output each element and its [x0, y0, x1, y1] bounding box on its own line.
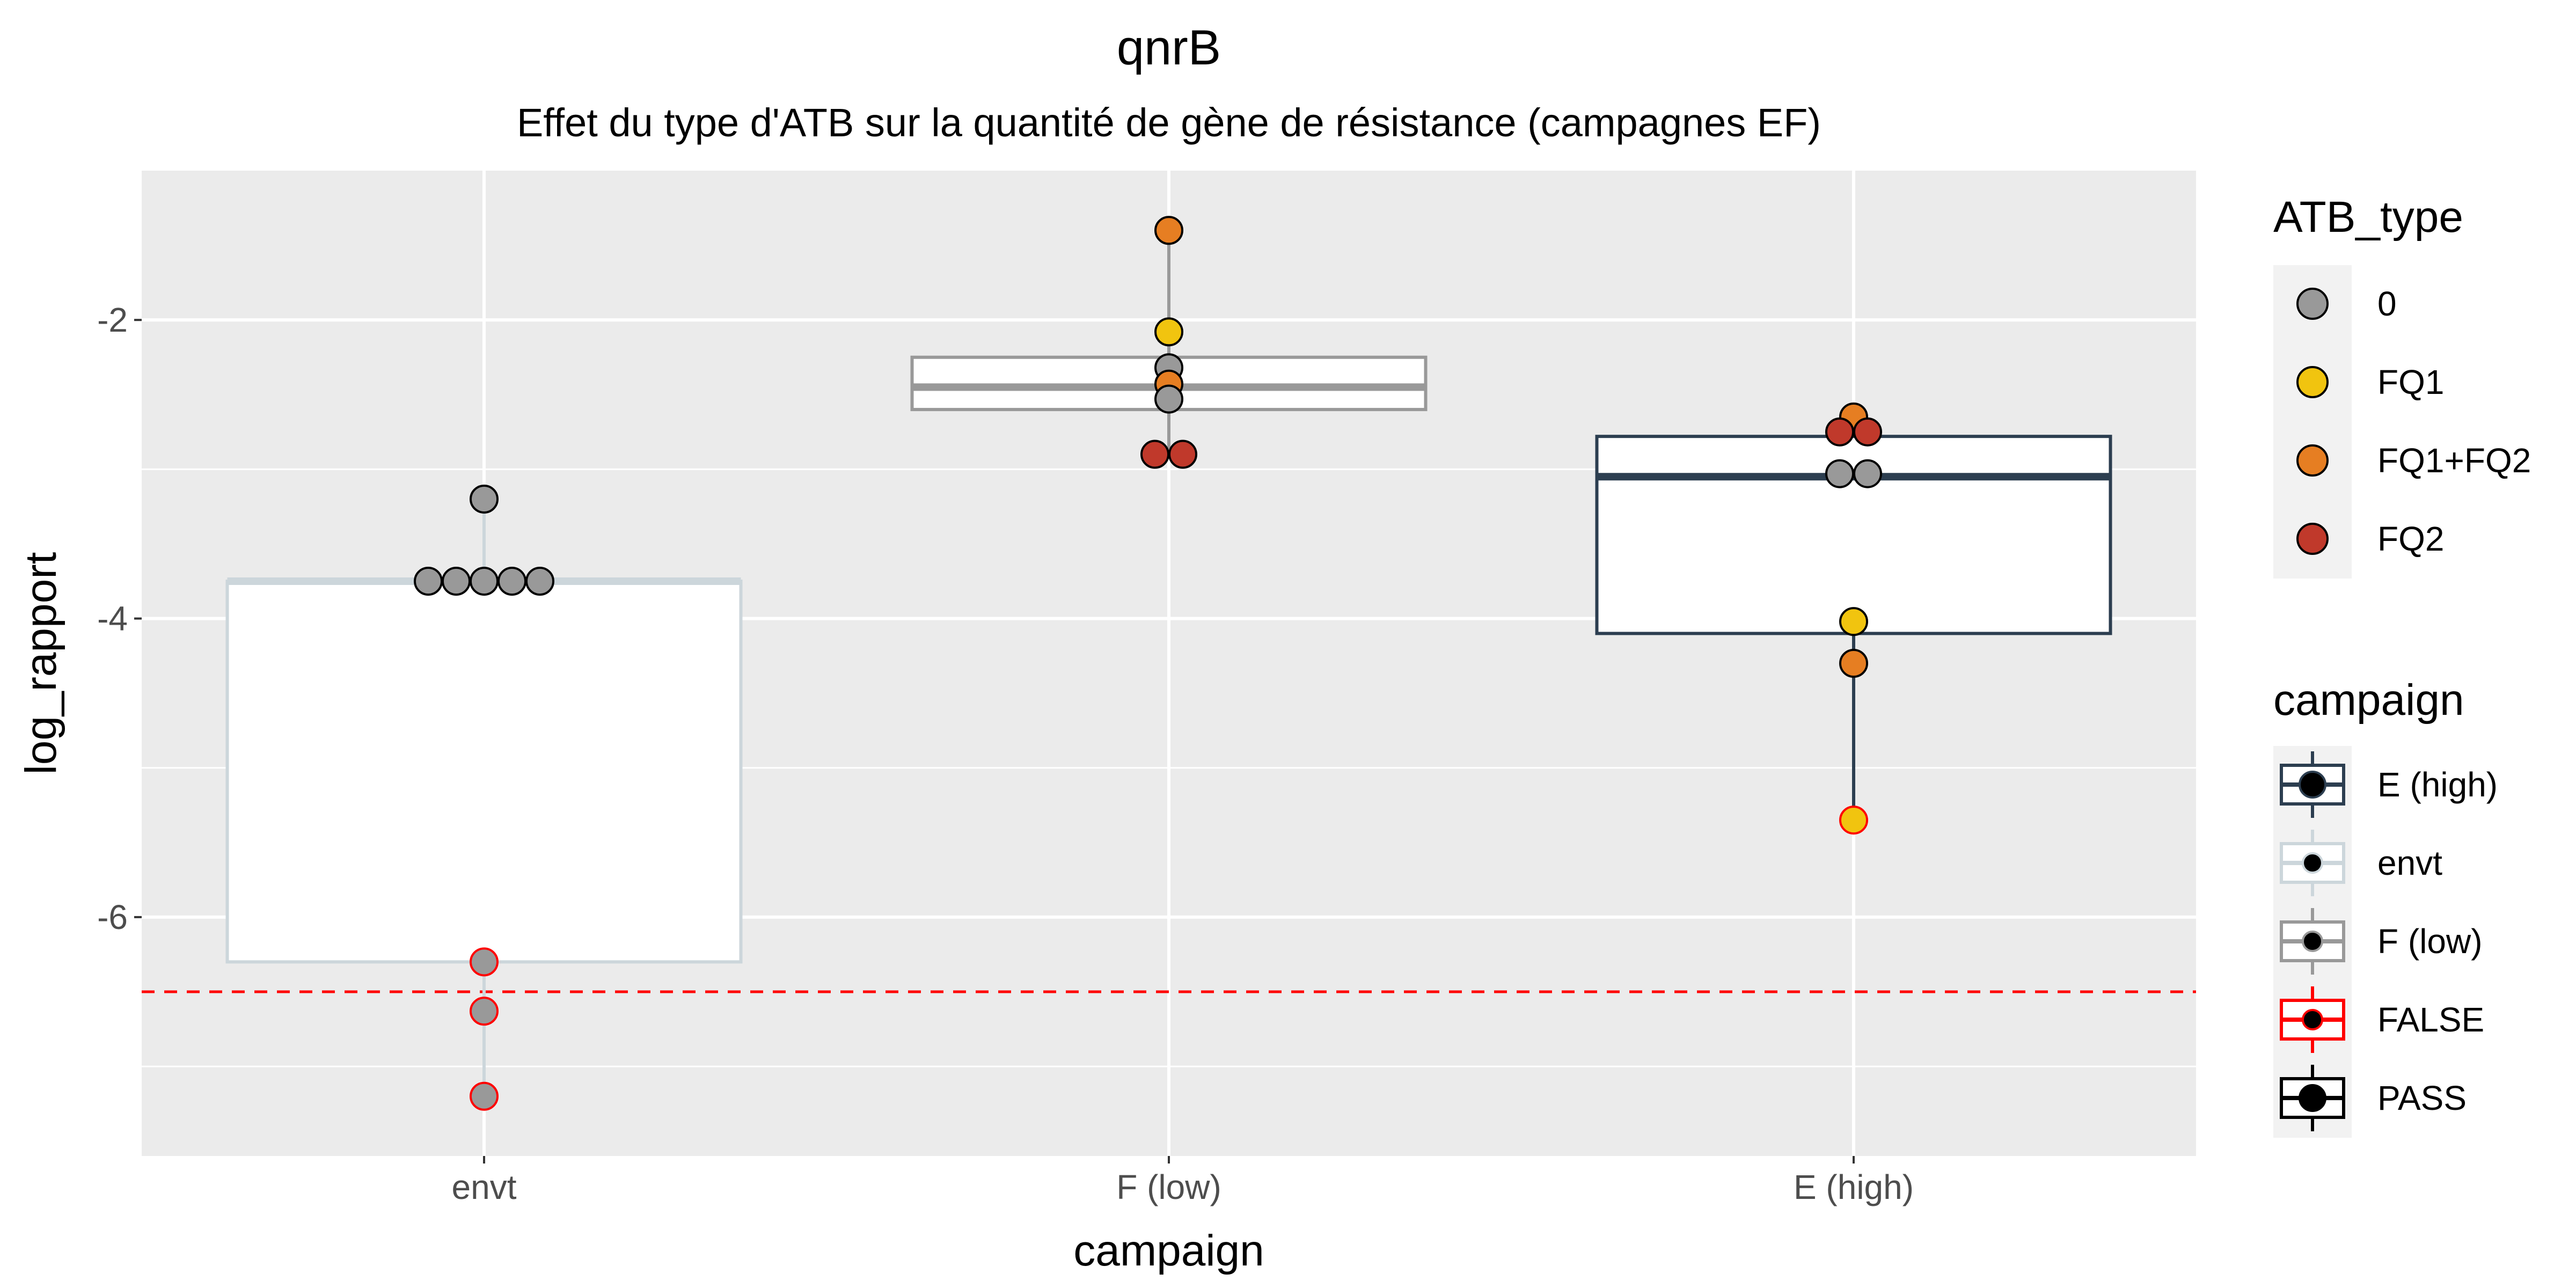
- data-point: [1853, 417, 1882, 447]
- data-point: [497, 567, 526, 596]
- legend-campaign-point: [2302, 931, 2323, 952]
- data-point: [470, 947, 499, 977]
- data-point: [470, 1081, 499, 1111]
- x-tick-label: envt: [452, 1168, 517, 1206]
- data-point: [1853, 459, 1882, 488]
- data-point: [1839, 607, 1868, 636]
- data-point: [442, 567, 471, 596]
- data-point: [1140, 440, 1169, 469]
- data-point: [470, 997, 499, 1026]
- y-tick-label: -2: [97, 301, 128, 339]
- x-axis-ticks: envt F (low) E (high): [452, 1156, 1914, 1206]
- y-axis-title: log_rapport: [17, 552, 65, 774]
- legend-atb-label: FQ1: [2377, 363, 2444, 401]
- y-tick-label: -6: [97, 898, 128, 936]
- legend-atb-swatch: [2296, 366, 2329, 398]
- data-point: [1154, 384, 1183, 414]
- data-point: [1168, 440, 1197, 469]
- box-body: [225, 580, 743, 964]
- data-point: [1154, 216, 1183, 245]
- legend-atb-label: 0: [2377, 284, 2397, 323]
- box-body: [1595, 435, 2112, 635]
- legends: ATB_type 0 FQ1 FQ1+FQ2 FQ2 campaign E (high) en…: [2273, 193, 2531, 1138]
- legend-campaign-label: E (high): [2377, 765, 2498, 804]
- legend-atb-label: FQ2: [2377, 519, 2444, 558]
- x-tick-label: E (high): [1794, 1168, 1914, 1206]
- legend-campaign-point: [2302, 852, 2323, 874]
- legend-campaign-label: PASS: [2377, 1079, 2467, 1117]
- data-point: [470, 485, 499, 514]
- legend-atb-swatch: [2296, 523, 2329, 555]
- data-point: [1825, 459, 1854, 488]
- y-tick-label: -4: [97, 599, 128, 638]
- data-points: [414, 216, 1882, 1111]
- legend-campaign-point: [2299, 771, 2326, 799]
- x-axis-title: campaign: [1073, 1226, 1264, 1275]
- legend-campaign-label: F (low): [2377, 922, 2483, 961]
- legend-atb-label: FQ1+FQ2: [2377, 441, 2531, 480]
- legend-campaign-label: FALSE: [2377, 1000, 2484, 1039]
- data-point: [525, 567, 554, 596]
- chart-subtitle: Effet du type d'ATB sur la quantité de g…: [517, 100, 1821, 145]
- data-point: [1154, 317, 1183, 347]
- legend-campaign-point: [2302, 1009, 2323, 1030]
- data-point: [1839, 649, 1868, 678]
- legend-campaign-point: [2299, 1084, 2326, 1112]
- data-point: [1839, 806, 1868, 835]
- data-point: [1825, 417, 1854, 447]
- x-tick-label: F (low): [1116, 1168, 1221, 1206]
- chart-title: qnrB: [1117, 20, 1221, 75]
- legend-atb-swatch: [2296, 444, 2329, 477]
- data-point: [470, 567, 499, 596]
- boxplots: [225, 230, 2112, 1096]
- legend-atb-swatch: [2296, 288, 2329, 320]
- data-point: [414, 567, 443, 596]
- legend-campaign-label: envt: [2377, 844, 2442, 882]
- legend-title-atb: ATB_type: [2273, 193, 2463, 241]
- y-axis-ticks: -2 -4 -6: [97, 301, 142, 936]
- legend-title-campaign: campaign: [2273, 676, 2464, 724]
